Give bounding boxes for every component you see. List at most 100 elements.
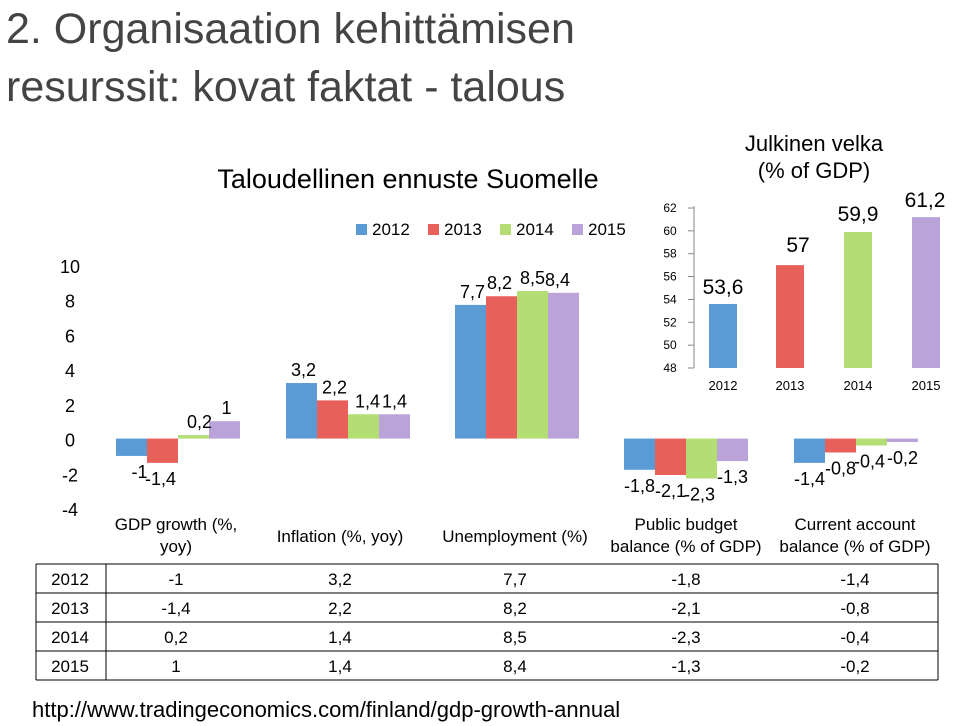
legend-label: 2013 [444,220,482,239]
chart-title: Taloudellinen ennuste Suomelle [217,164,598,194]
main-y-axis: 10 8 6 4 2 0 -2 -4 [60,257,80,520]
data-label: 8,2 [487,273,512,293]
legend-swatch [428,224,439,235]
table-cell: -2,3 [671,628,700,647]
category-label: Unemployment (%) [442,527,588,546]
legend-label: 2012 [372,220,410,239]
inset-y-tick-label: 54 [663,292,677,306]
table-cell: 8,4 [503,657,527,676]
data-label: 0,2 [187,412,212,432]
inset-bar [912,217,940,368]
legend-label: 2015 [588,220,626,239]
table-cell: 8,5 [503,628,527,647]
bar [286,383,317,439]
chart-legend: 2012 2013 2014 2015 [356,220,626,239]
source-link[interactable]: http://www.tradingeconomics.com/finland/… [32,697,621,722]
inset-background [650,195,960,410]
legend-swatch [500,224,511,235]
main-data-labels: -1 3,2 7,7 -1,8 -1,4 -1,4 2,2 8,2 -2,1 -0,8 0,2 1,4… [131,268,918,504]
data-label: -0,8 [825,458,856,478]
y-tick-label: 6 [65,326,75,346]
data-label: -1,8 [624,476,655,496]
bar [116,438,147,456]
bar [717,438,748,462]
table-year: 2014 [51,628,89,647]
table-cell: -0,2 [840,657,869,676]
table-year: 2012 [51,570,89,589]
table-cell: 2,2 [328,599,352,618]
bar [486,296,517,439]
data-label: -1 [131,462,147,482]
bar [655,438,686,476]
y-tick-label: 4 [65,361,75,381]
category-label: GDP growth (%, yoy) [115,515,238,556]
table-cell: 1,4 [328,628,352,647]
inset-bars [709,217,940,368]
bar [517,291,548,439]
bar [178,435,209,439]
inset-data-labels: 53,6 57 59,9 61,2 [703,189,946,299]
table-cell: 8,2 [503,599,527,618]
inset-x-tick-label: 2015 [912,378,941,393]
table-cell: 1 [171,657,180,676]
table-cell: -1 [168,570,183,589]
bar [856,438,887,446]
data-label: -2,3 [684,484,715,504]
data-label: 1,4 [355,391,380,411]
slide-title: 2. Organisaation kehittämisen resurssit:… [6,0,736,116]
inset-chart-title-line-2: (% of GDP) [758,158,870,183]
category-label: Public budget balance (% of GDP) [610,515,761,556]
data-label: -1,4 [794,469,825,489]
inset-y-tick-label: 62 [663,201,677,215]
bar [624,438,655,470]
table-cell: -1,8 [671,570,700,589]
bar [887,438,918,443]
table-cell: -1,4 [840,570,869,589]
bar [147,438,178,463]
y-tick-label: 10 [60,257,80,277]
inset-y-axis: 62 60 58 56 54 52 50 48 2012 2013 2014 2015 [663,201,940,393]
y-tick-label: 8 [65,292,75,312]
inset-y-tick-label: 60 [663,224,677,238]
y-tick-label: 0 [65,431,75,451]
inset-bar [844,232,872,368]
table-cell: -1,3 [671,657,700,676]
inset-y-tick-label: 50 [663,338,677,352]
table-cell: 1,4 [328,657,352,676]
table-cell: -2,1 [671,599,700,618]
category-label: Current account balance (% of GDP) [779,515,930,556]
slide-title-line-2: resurssit: kovat faktat - talous [6,63,566,111]
table-cell: -1,4 [161,599,190,618]
y-tick-label: -4 [62,500,78,520]
table-cell: 0,2 [164,628,188,647]
bar [379,414,410,439]
data-label: 3,2 [291,360,316,380]
inset-bar [776,265,804,368]
bar [686,438,717,479]
inset-chart-title-line-1: Julkinen velka [745,131,884,156]
bar [794,438,825,463]
data-label: 8,4 [545,270,570,290]
bar [209,421,240,439]
inset-data-label: 59,9 [838,203,879,226]
bar [348,414,379,439]
main-bars [116,291,918,479]
table-cell: -0,8 [840,599,869,618]
inset-bar [709,304,737,368]
legend-swatch [356,224,367,235]
inset-y-tick-label: 58 [663,247,677,261]
table-cell: 3,2 [328,570,352,589]
bar [455,304,486,439]
inset-data-label: 57 [786,234,809,257]
data-label: 1 [221,398,231,418]
table-cell: 7,7 [503,570,527,589]
legend-label: 2014 [516,220,554,239]
data-label: 7,7 [460,282,485,302]
inset-x-tick-label: 2014 [844,378,873,393]
data-label: 8,5 [520,268,545,288]
table-year: 2015 [51,657,89,676]
inset-x-tick-label: 2013 [776,378,805,393]
inset-data-label: 53,6 [703,276,744,299]
y-tick-label: -2 [62,465,78,485]
